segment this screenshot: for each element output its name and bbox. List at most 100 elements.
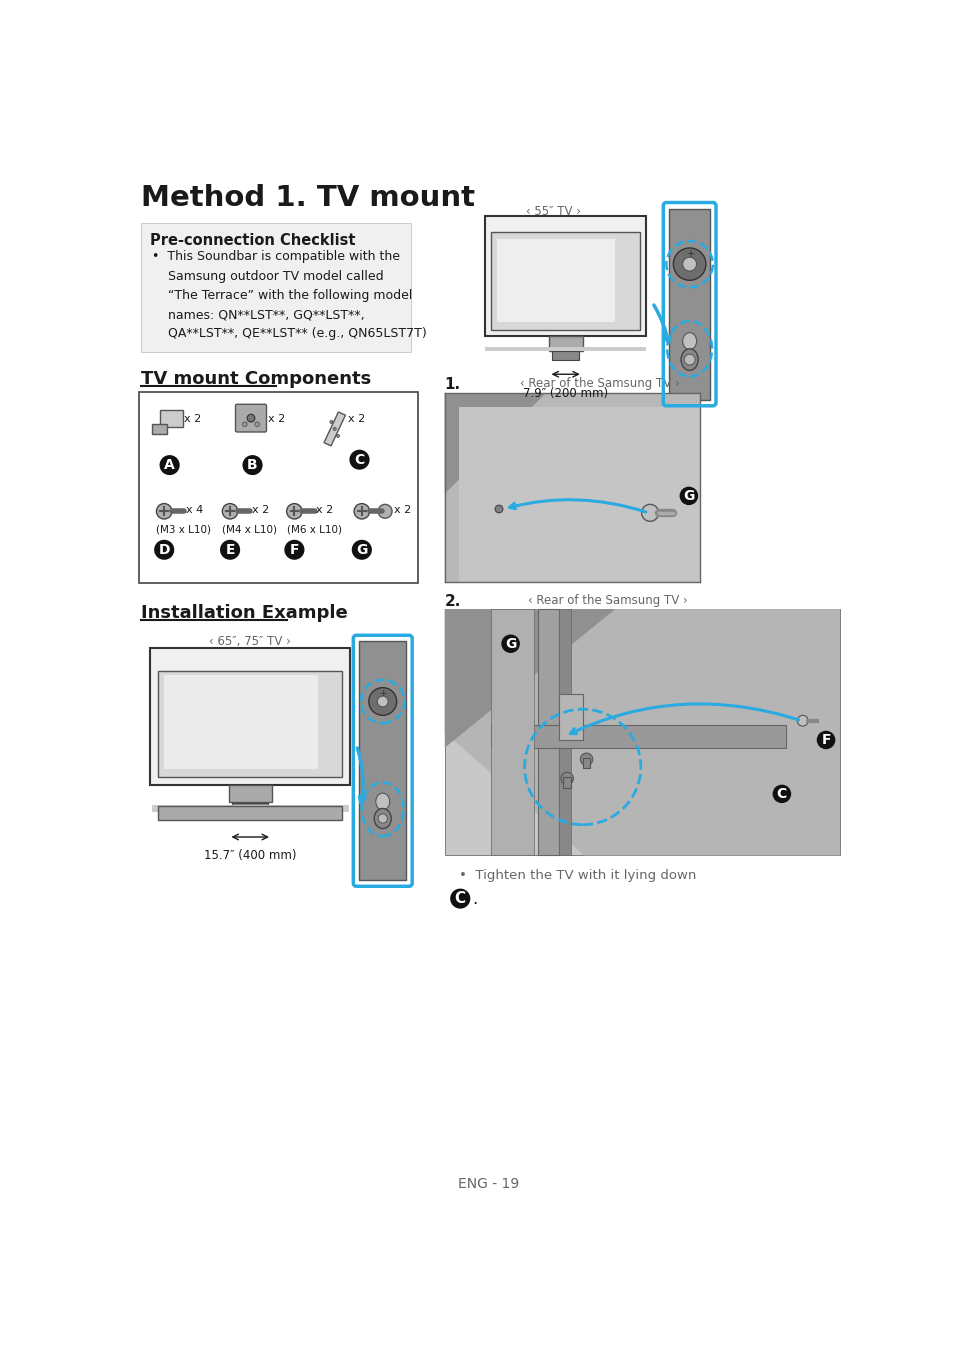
Bar [150,647,350,784]
Text: G: G [682,489,694,502]
Ellipse shape [682,333,696,349]
Text: +: + [685,249,693,259]
Text: 1.: 1. [444,376,460,391]
Circle shape [673,248,705,280]
Bar [158,670,342,777]
Ellipse shape [680,349,698,371]
Bar [491,232,639,329]
Circle shape [286,504,302,519]
Circle shape [254,422,259,427]
Text: x 2: x 2 [315,505,333,515]
Circle shape [560,772,573,784]
Polygon shape [444,394,700,582]
Circle shape [336,435,339,437]
Circle shape [450,888,470,909]
Text: G: G [355,543,367,556]
Circle shape [349,450,369,470]
Circle shape [352,540,372,559]
Text: Method 1. TV mount: Method 1. TV mount [141,184,475,213]
Text: x 2: x 2 [394,505,411,515]
Circle shape [159,455,179,475]
Text: TV mount Components: TV mount Components [141,371,371,389]
Circle shape [247,414,254,422]
Bar [562,777,571,788]
Text: A: A [164,458,174,473]
Text: F: F [821,733,830,747]
Text: x 2: x 2 [252,505,269,515]
Bar [537,609,558,856]
Circle shape [284,540,304,559]
Bar [491,724,785,747]
Bar [152,424,167,435]
Text: D: D [158,543,170,556]
Polygon shape [444,609,840,856]
Polygon shape [444,609,615,747]
Circle shape [679,486,698,505]
Text: (M3 x L10): (M3 x L10) [156,524,212,535]
Bar [582,758,590,769]
Bar [152,804,348,812]
Text: QA**LST**, QE**LST** (e.g., QN65LST7T): QA**LST**, QE**LST** (e.g., QN65LST7T) [152,328,426,340]
Bar [158,806,342,821]
Circle shape [242,455,262,475]
Text: Installation Example: Installation Example [141,604,347,623]
Text: C: C [354,452,364,467]
Bar [558,609,571,856]
Bar [552,351,578,360]
Circle shape [682,257,696,271]
Bar [444,394,700,582]
Circle shape [816,731,835,749]
Circle shape [333,428,335,431]
Text: Pre-connection Checklist: Pre-connection Checklist [150,233,355,248]
Bar [497,240,615,322]
Bar [229,784,272,802]
Bar [458,408,700,582]
Text: (M4 x L10): (M4 x L10) [222,524,277,535]
Circle shape [377,696,388,707]
Text: •  Tighten the TV with it lying down: • Tighten the TV with it lying down [458,869,696,883]
Circle shape [154,540,174,559]
Circle shape [222,504,237,519]
Ellipse shape [375,793,390,810]
Circle shape [369,688,396,715]
Bar [164,674,317,769]
Bar [669,209,709,399]
Bar [233,803,268,814]
FancyBboxPatch shape [235,405,266,432]
Text: ‹ 65″, 75″ TV ›: ‹ 65″, 75″ TV › [209,635,290,649]
Circle shape [156,504,172,519]
Bar [484,347,645,351]
Text: ENG - 19: ENG - 19 [457,1178,519,1192]
Circle shape [330,420,333,424]
Polygon shape [324,412,345,445]
Text: Samsung outdoor TV model called: Samsung outdoor TV model called [152,269,383,283]
Text: x 2: x 2 [184,413,201,424]
Text: names: QN**LST**, GQ**LST**,: names: QN**LST**, GQ**LST**, [152,307,364,321]
Bar [359,642,406,880]
Bar [484,217,645,336]
Text: ‹ 55″ TV ›: ‹ 55″ TV › [525,204,580,218]
Bar [138,391,417,584]
Circle shape [220,540,240,559]
Text: .: . [472,890,476,907]
Text: “The Terrace” with the following model: “The Terrace” with the following model [152,288,412,302]
Bar [558,693,582,741]
Text: +: + [378,689,386,697]
Circle shape [797,715,807,726]
Text: 2.: 2. [444,593,460,609]
Ellipse shape [374,808,391,829]
Text: x 2: x 2 [348,413,365,424]
Text: 15.7″ (400 mm): 15.7″ (400 mm) [204,849,296,862]
Text: 7.9″ (200 mm): 7.9″ (200 mm) [522,386,608,399]
Text: E: E [225,543,234,556]
Text: C: C [455,891,465,906]
Circle shape [377,504,392,519]
Circle shape [683,355,695,366]
Bar [141,222,410,352]
Text: •  This Soundbar is compatible with the: • This Soundbar is compatible with the [152,250,399,263]
Text: x 2: x 2 [268,413,285,424]
Circle shape [772,784,790,803]
Bar [444,609,840,856]
Circle shape [377,814,387,823]
Circle shape [641,504,658,521]
